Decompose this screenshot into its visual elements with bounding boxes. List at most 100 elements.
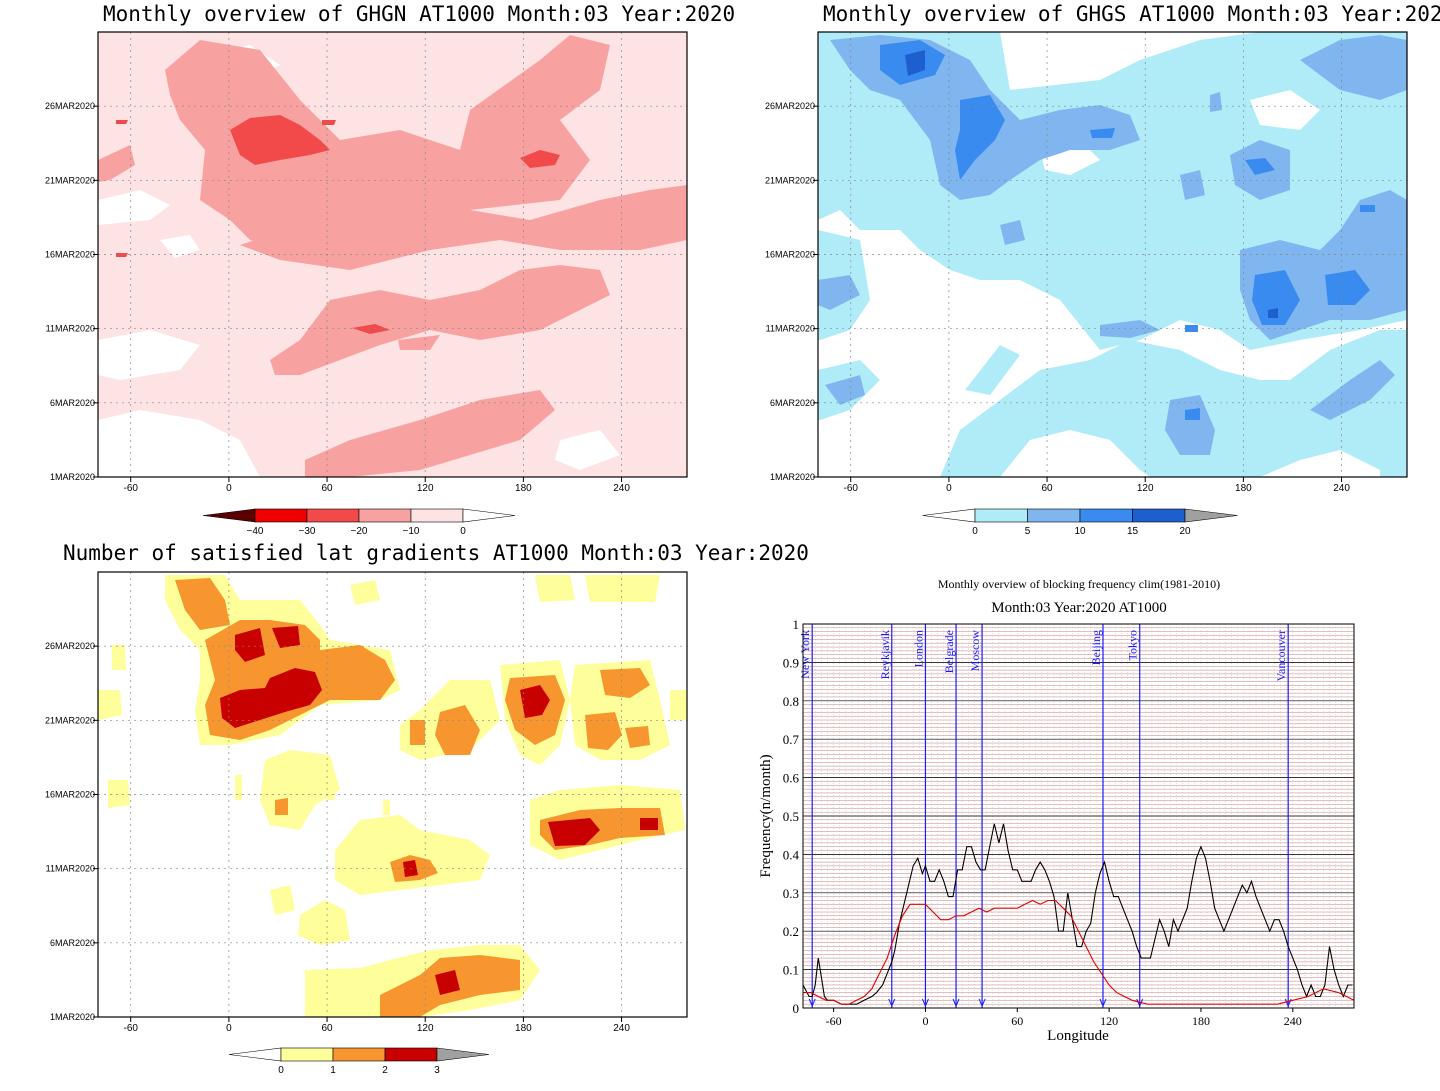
- ghgs-xtick-label: 60: [1041, 483, 1053, 494]
- ghgn-ytick-label: 11MAR2020: [46, 324, 95, 334]
- lat-red-area: [272, 626, 300, 648]
- ghgn-xtick-label: 0: [226, 483, 232, 494]
- city-arrow: [888, 998, 896, 1008]
- ghgn-red-area: [352, 324, 390, 334]
- lat-orange-area: [435, 705, 480, 755]
- frequency-line-red: [803, 899, 1355, 1005]
- lat-red-area: [235, 628, 265, 662]
- lat-colorbar-label: 0: [278, 1065, 284, 1076]
- ghgn-pink-area: [305, 390, 555, 477]
- ghgn-xtick-label: -60: [123, 483, 138, 494]
- lat-red-area: [435, 970, 460, 995]
- ghgn-colorbar-label: −20: [351, 526, 368, 537]
- ghgs-blue-area: [1245, 158, 1275, 175]
- ghgs-colorbar-triangle: [922, 508, 976, 523]
- ghgs-blue-area: [1090, 128, 1115, 138]
- ghgs-xtick-label: 240: [1333, 483, 1350, 494]
- ghgn-red-area: [520, 150, 560, 168]
- lat-yellow-area: [535, 575, 575, 602]
- lat-colorbar-segment: [332, 1047, 386, 1062]
- lat-yellow-area: [108, 780, 130, 808]
- lat-ytick-label: 21MAR2020: [45, 715, 95, 725]
- ghgs-colorbar-triangle: [1184, 508, 1238, 523]
- ghgn-white-area: [160, 235, 200, 258]
- lat-colorbar-label: 1: [330, 1065, 336, 1076]
- ghgn-ytick-label: 26MAR2020: [45, 101, 95, 111]
- ghgs-colorbar-label: 20: [1179, 526, 1191, 537]
- lat-yellow-area: [350, 580, 380, 605]
- ghgs-dark-blue-area: [1268, 308, 1278, 318]
- ghgn-pink-area: [398, 335, 440, 350]
- ghgs-colorbar: 0 5 10 15 20: [922, 508, 1238, 537]
- line-chart-subtitle: Month:03 Year:2020 AT1000: [991, 600, 1166, 616]
- city-arrow: [808, 998, 816, 1008]
- lat-yellow-area: [298, 900, 350, 945]
- ghgn-ytick-label: 21MAR2020: [45, 175, 95, 185]
- ghgs-colorbar-label: 5: [1025, 526, 1031, 537]
- y-tick-label: 0.7: [783, 732, 800, 747]
- ghgn-ytick-label: 16MAR2020: [45, 250, 95, 260]
- ghgn-pink-area: [98, 145, 135, 182]
- ghgn-red-area: [230, 115, 330, 165]
- ghgs-colorbar-label: 0: [972, 526, 978, 537]
- lat-colorbar-triangle: [228, 1047, 282, 1062]
- ghgs-blue-area: [1252, 270, 1300, 325]
- ghgs-colorbar-segment: [1132, 508, 1186, 523]
- ghgs-white-area: [1260, 450, 1380, 477]
- ghgn-xtick-label: 60: [321, 483, 333, 494]
- ghgn-ytick-label: 1MAR2020: [50, 472, 95, 482]
- ghgn-colorbar-label: 0: [460, 526, 466, 537]
- ghgn-pink-area: [270, 265, 610, 375]
- ghgs-xtick-label: -60: [843, 483, 858, 494]
- y-tick-label: 0.1: [783, 963, 799, 978]
- ghgn-white-area: [98, 410, 260, 477]
- ghgn-xtick-label: 120: [417, 483, 434, 494]
- lat-orange-area: [585, 712, 622, 750]
- ghgn-colorbar-segment: [254, 508, 308, 523]
- lat-ytick-label: 11MAR2020: [46, 864, 95, 874]
- ghgs-blue-area: [1185, 408, 1200, 420]
- ghgn-xtick-label: 180: [515, 483, 532, 494]
- x-tick-label: 180: [1192, 1014, 1210, 1028]
- ghgs-colorbar-segment: [1027, 508, 1081, 523]
- lat-colorbar-segment: [280, 1047, 334, 1062]
- ghgs-mid-blue-area: [1165, 395, 1215, 455]
- frequency-line-black: [802, 823, 1353, 1005]
- y-tick-label: 0.9: [783, 655, 799, 670]
- lat-colorbar: 0 1 2 3: [228, 1047, 490, 1076]
- ghgn-title: Monthly overview of GHGN AT1000 Month:03…: [103, 2, 736, 26]
- ghgn-red-area: [116, 120, 128, 124]
- ghgn-colorbar-segment: [306, 508, 360, 523]
- lat-xtick-label: 240: [613, 1023, 630, 1034]
- ghgn-colorbar-label: −30: [299, 526, 316, 537]
- ghgn-white-area: [555, 430, 620, 470]
- lat-orange-area: [410, 720, 425, 745]
- lat-yellow-area: [585, 575, 660, 602]
- ghgs-mid-blue-area: [1000, 220, 1025, 245]
- lat-ytick-label: 1MAR2020: [50, 1012, 95, 1022]
- ghgs-mid-blue-area: [1180, 170, 1205, 200]
- ghgn-pink-area: [240, 185, 687, 270]
- lat-frame: [97, 571, 688, 1018]
- ghgs-mid-blue-area: [1300, 35, 1407, 100]
- city-label: Belgrade: [942, 630, 956, 673]
- x-tick-label: 240: [1284, 1014, 1302, 1028]
- ghgs-mid-blue-area: [818, 275, 860, 310]
- y-tick-label: 0.2: [783, 924, 799, 939]
- ghgs-ytick-label: 21MAR2020: [765, 175, 815, 185]
- ghgn-red-area: [116, 253, 128, 257]
- lat-orange-area: [625, 726, 650, 748]
- city-arrow: [978, 998, 986, 1008]
- y-tick-label: 0.5: [783, 809, 799, 824]
- lat-yellow-area: [670, 690, 687, 720]
- ghgs-blue-area: [1325, 270, 1370, 305]
- ghgs-colorbar-segment: [974, 508, 1028, 523]
- ghgn-xtick-label: 240: [613, 483, 630, 494]
- ghgs-ytick-label: 26MAR2020: [765, 101, 815, 111]
- lat-red-area: [640, 818, 658, 830]
- x-tick-label: 60: [1011, 1014, 1023, 1028]
- y-tick-label: 0: [793, 1001, 800, 1016]
- ghgs-white-area: [1250, 90, 1320, 130]
- blocking-frequency-chart: Monthly overview of blocking frequency c…: [758, 577, 1355, 1044]
